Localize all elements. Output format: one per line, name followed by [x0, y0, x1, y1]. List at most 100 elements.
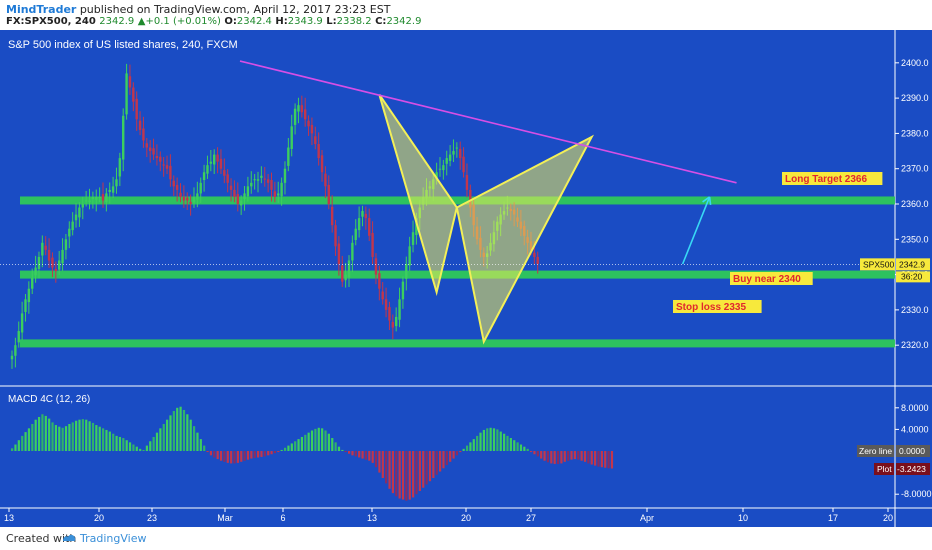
- macd-bar: [17, 440, 20, 451]
- macd-bar: [449, 451, 452, 462]
- macd-bar: [546, 451, 550, 463]
- macd-bar: [610, 451, 614, 469]
- macd-bar: [186, 414, 189, 451]
- macd-tick-label: -8.0000: [901, 489, 932, 499]
- macd-bar: [219, 451, 223, 461]
- macd-bar: [516, 442, 519, 451]
- tradingview-brand[interactable]: TradingView: [80, 532, 147, 545]
- macd-bar: [155, 432, 159, 451]
- candle-body: [51, 257, 54, 268]
- macd-bar: [199, 439, 202, 451]
- macd-bar: [257, 451, 260, 458]
- candle-body: [44, 245, 47, 250]
- publish-header: MindTrader published on TradingView.com,…: [0, 0, 932, 30]
- candle-body: [351, 242, 354, 261]
- time-tick-label: 13: [4, 513, 14, 523]
- candle-body: [118, 158, 122, 177]
- macd-bar: [27, 428, 31, 451]
- support-zone: [20, 339, 895, 348]
- price-axis: 2400.02390.02380.02370.02360.02350.02340…: [895, 58, 929, 350]
- macd-bar: [469, 442, 472, 451]
- macd-bar: [465, 445, 469, 451]
- price-tick-label: 2330.0: [901, 305, 929, 315]
- support-zones: [20, 196, 895, 348]
- macd-bar: [580, 451, 583, 461]
- candle-body: [361, 211, 364, 217]
- harmonic-pattern: [378, 94, 595, 345]
- candle-body: [391, 321, 395, 328]
- macd-bar: [88, 421, 91, 451]
- candle-body: [459, 148, 462, 159]
- candle-body: [364, 213, 368, 219]
- macd-bar: [122, 438, 125, 451]
- time-tick-label: Apr: [640, 513, 654, 523]
- macd-title: MACD 4C (12, 26): [8, 394, 90, 405]
- candle-body: [533, 252, 536, 257]
- annotation-stop-loss-bg: [673, 300, 762, 313]
- macd-bar: [529, 451, 533, 453]
- candle-body: [405, 264, 408, 279]
- candle-body: [442, 165, 445, 171]
- macd-bar: [240, 451, 243, 462]
- annotation-buy-near: Buy near 2340: [733, 274, 801, 285]
- time-tick-label: 13: [367, 513, 377, 523]
- macd-bar: [125, 440, 128, 451]
- candle-body: [108, 189, 111, 192]
- candle-body: [347, 260, 351, 278]
- macd-bar: [381, 451, 384, 478]
- candle-body: [256, 179, 260, 181]
- macd-bar: [21, 435, 24, 451]
- macd-bar: [139, 448, 142, 451]
- candle-body: [250, 182, 253, 187]
- macd-bar: [223, 451, 226, 462]
- macd-bar: [422, 451, 425, 488]
- macd-bar: [304, 434, 307, 451]
- macd-bar: [503, 433, 506, 451]
- macd-bar: [351, 451, 354, 456]
- candle-body: [196, 193, 199, 200]
- chart-canvas[interactable]: Long Target 2366 Buy near 2340 Stop loss 2…: [0, 30, 932, 527]
- candle-body: [233, 189, 236, 197]
- macd-bar: [378, 451, 381, 473]
- candle-body: [452, 151, 455, 155]
- candle-body: [148, 147, 152, 152]
- macd-bar: [169, 415, 172, 451]
- macd-bar: [590, 451, 593, 465]
- candle-body: [334, 225, 337, 247]
- candle-body: [293, 108, 297, 125]
- macd-bar: [570, 451, 573, 460]
- candle-body: [54, 268, 58, 272]
- candle-body: [330, 206, 334, 226]
- macd-bar: [95, 425, 98, 451]
- open-value: 2342.4: [236, 16, 272, 27]
- candle-body: [371, 232, 374, 257]
- high-value: 2343.9: [287, 16, 323, 27]
- candle-body: [169, 165, 172, 180]
- author-link[interactable]: MindTrader: [6, 3, 77, 16]
- macd-bar: [385, 451, 388, 484]
- macd-bar: [597, 451, 600, 467]
- macd-bar: [452, 451, 455, 459]
- support-zone: [20, 196, 895, 205]
- open-label: O:: [224, 16, 237, 27]
- candle-body: [536, 256, 539, 264]
- macd-bar: [492, 428, 496, 451]
- candle-body: [125, 73, 128, 115]
- candle-body: [219, 158, 223, 169]
- candle-body: [307, 120, 310, 127]
- candle-body: [192, 196, 196, 203]
- candle-body: [145, 143, 148, 148]
- macd-bar: [31, 424, 34, 451]
- macd-bar: [260, 451, 263, 457]
- low-label: L:: [326, 16, 337, 27]
- candle-body: [24, 299, 27, 312]
- macd-bar: [401, 451, 405, 500]
- macd-bar: [48, 418, 51, 451]
- macd-bar: [337, 446, 341, 451]
- candle-body: [78, 207, 81, 218]
- low-value: 2338.2: [336, 16, 372, 27]
- macd-bar: [132, 444, 135, 451]
- macd-bar: [283, 447, 287, 451]
- macd-bar: [600, 451, 603, 468]
- target-arrow-group: [681, 196, 712, 265]
